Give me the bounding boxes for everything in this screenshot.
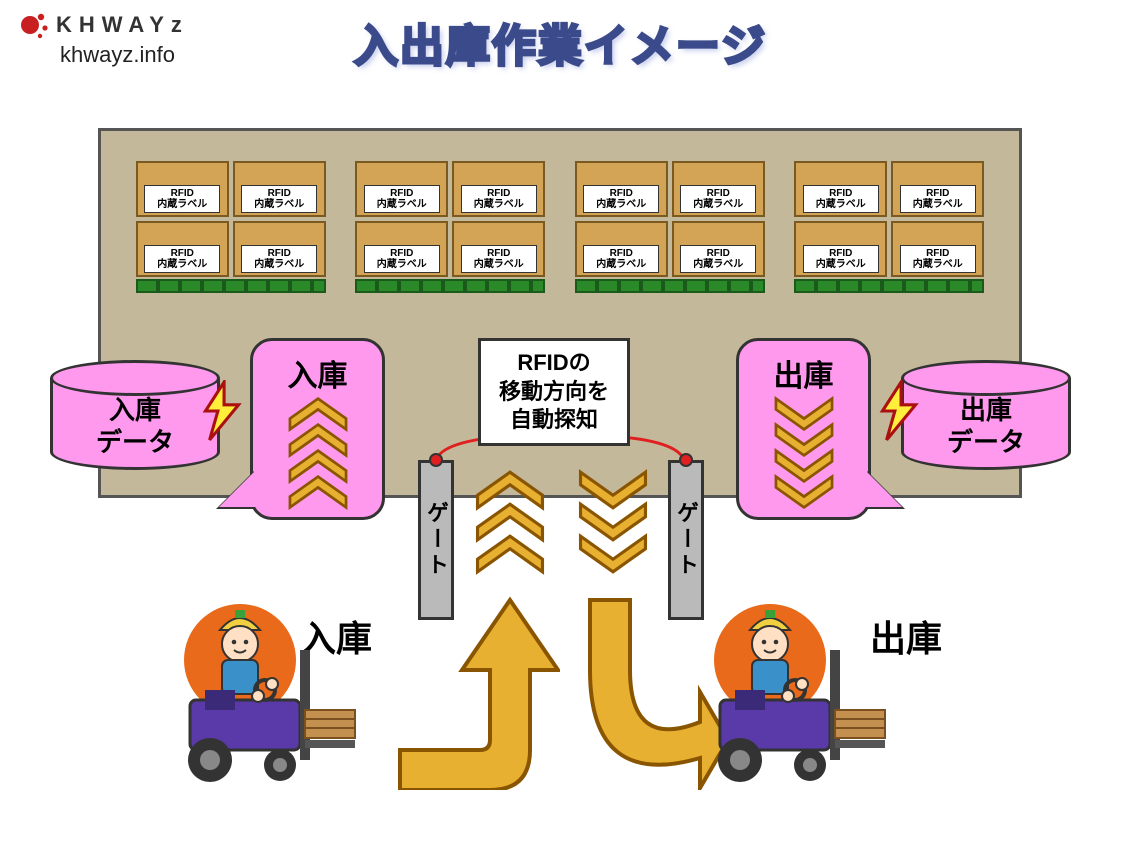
rfid-box: RFID内蔵ラベル: [891, 161, 984, 217]
center-chevrons-down: [573, 474, 653, 570]
db-incoming-label: 入庫データ: [96, 387, 174, 457]
info-box: RFIDの移動方向を自動探知: [478, 338, 630, 446]
rfid-box: RFID内蔵ラベル: [794, 221, 887, 277]
pallet-group: RFID内蔵ラベル RFID内蔵ラベル RFID内蔵ラベル RFID内蔵ラベル: [136, 161, 326, 293]
callout-outgoing: 出庫: [736, 338, 871, 520]
gate-sensor-icon: [429, 453, 443, 467]
gate-label: ゲート: [420, 501, 452, 579]
page-title: 入出庫作業イメージ: [354, 10, 767, 74]
rfid-box: RFID内蔵ラベル: [891, 221, 984, 277]
db-outgoing-label: 出庫データ: [947, 387, 1025, 457]
pallet-base: [575, 279, 765, 293]
db-outgoing: 出庫データ: [901, 360, 1071, 470]
chevron-stack-down: [745, 401, 862, 505]
flow-arrow-in: [390, 590, 560, 790]
forklift-incoming: [150, 600, 360, 790]
gate-pillar-right: ゲート: [668, 460, 704, 620]
forklift-outgoing: [680, 600, 890, 790]
logo-area: KHWAYz khwayz.info: [20, 10, 189, 68]
gate-pillar-left: ゲート: [418, 460, 454, 620]
pallet-base: [136, 279, 326, 293]
callout-outgoing-title: 出庫: [745, 351, 862, 395]
gate-label: ゲート: [670, 501, 702, 579]
brand-logo: KHWAYz: [20, 10, 189, 40]
pallet-base: [355, 279, 545, 293]
gate-sensor-icon: [679, 453, 693, 467]
rfid-box: RFID内蔵ラベル: [575, 221, 668, 277]
chevron-stack-up: [259, 401, 376, 505]
pallet-row: RFID内蔵ラベル RFID内蔵ラベル RFID内蔵ラベル RFID内蔵ラベル …: [101, 161, 1019, 293]
db-incoming: 入庫データ: [50, 360, 220, 470]
rfid-box: RFID内蔵ラベル: [794, 161, 887, 217]
rfid-box: RFID内蔵ラベル: [355, 161, 448, 217]
rfid-box: RFID内蔵ラベル: [136, 221, 229, 277]
rfid-box: RFID内蔵ラベル: [672, 221, 765, 277]
bolt-icon: [877, 380, 921, 442]
brand-name: KHWAYz: [56, 12, 189, 38]
rfid-box: RFID内蔵ラベル: [452, 221, 545, 277]
rfid-box: RFID内蔵ラベル: [233, 161, 326, 217]
center-chevrons-up: [470, 474, 550, 570]
pallet-group: RFID内蔵ラベル RFID内蔵ラベル RFID内蔵ラベル RFID内蔵ラベル: [355, 161, 545, 293]
rfid-box: RFID内蔵ラベル: [355, 221, 448, 277]
pallet-group: RFID内蔵ラベル RFID内蔵ラベル RFID内蔵ラベル RFID内蔵ラベル: [575, 161, 765, 293]
rfid-box: RFID内蔵ラベル: [136, 161, 229, 217]
rfid-box: RFID内蔵ラベル: [672, 161, 765, 217]
bolt-icon: [200, 380, 244, 442]
brand-url: khwayz.info: [60, 42, 189, 68]
pallet-base: [794, 279, 984, 293]
callout-incoming: 入庫: [250, 338, 385, 520]
pallet-group: RFID内蔵ラベル RFID内蔵ラベル RFID内蔵ラベル RFID内蔵ラベル: [794, 161, 984, 293]
callout-incoming-title: 入庫: [259, 351, 376, 395]
rfid-box: RFID内蔵ラベル: [233, 221, 326, 277]
logo-mark-icon: [20, 10, 50, 40]
rfid-box: RFID内蔵ラベル: [452, 161, 545, 217]
rfid-box: RFID内蔵ラベル: [575, 161, 668, 217]
